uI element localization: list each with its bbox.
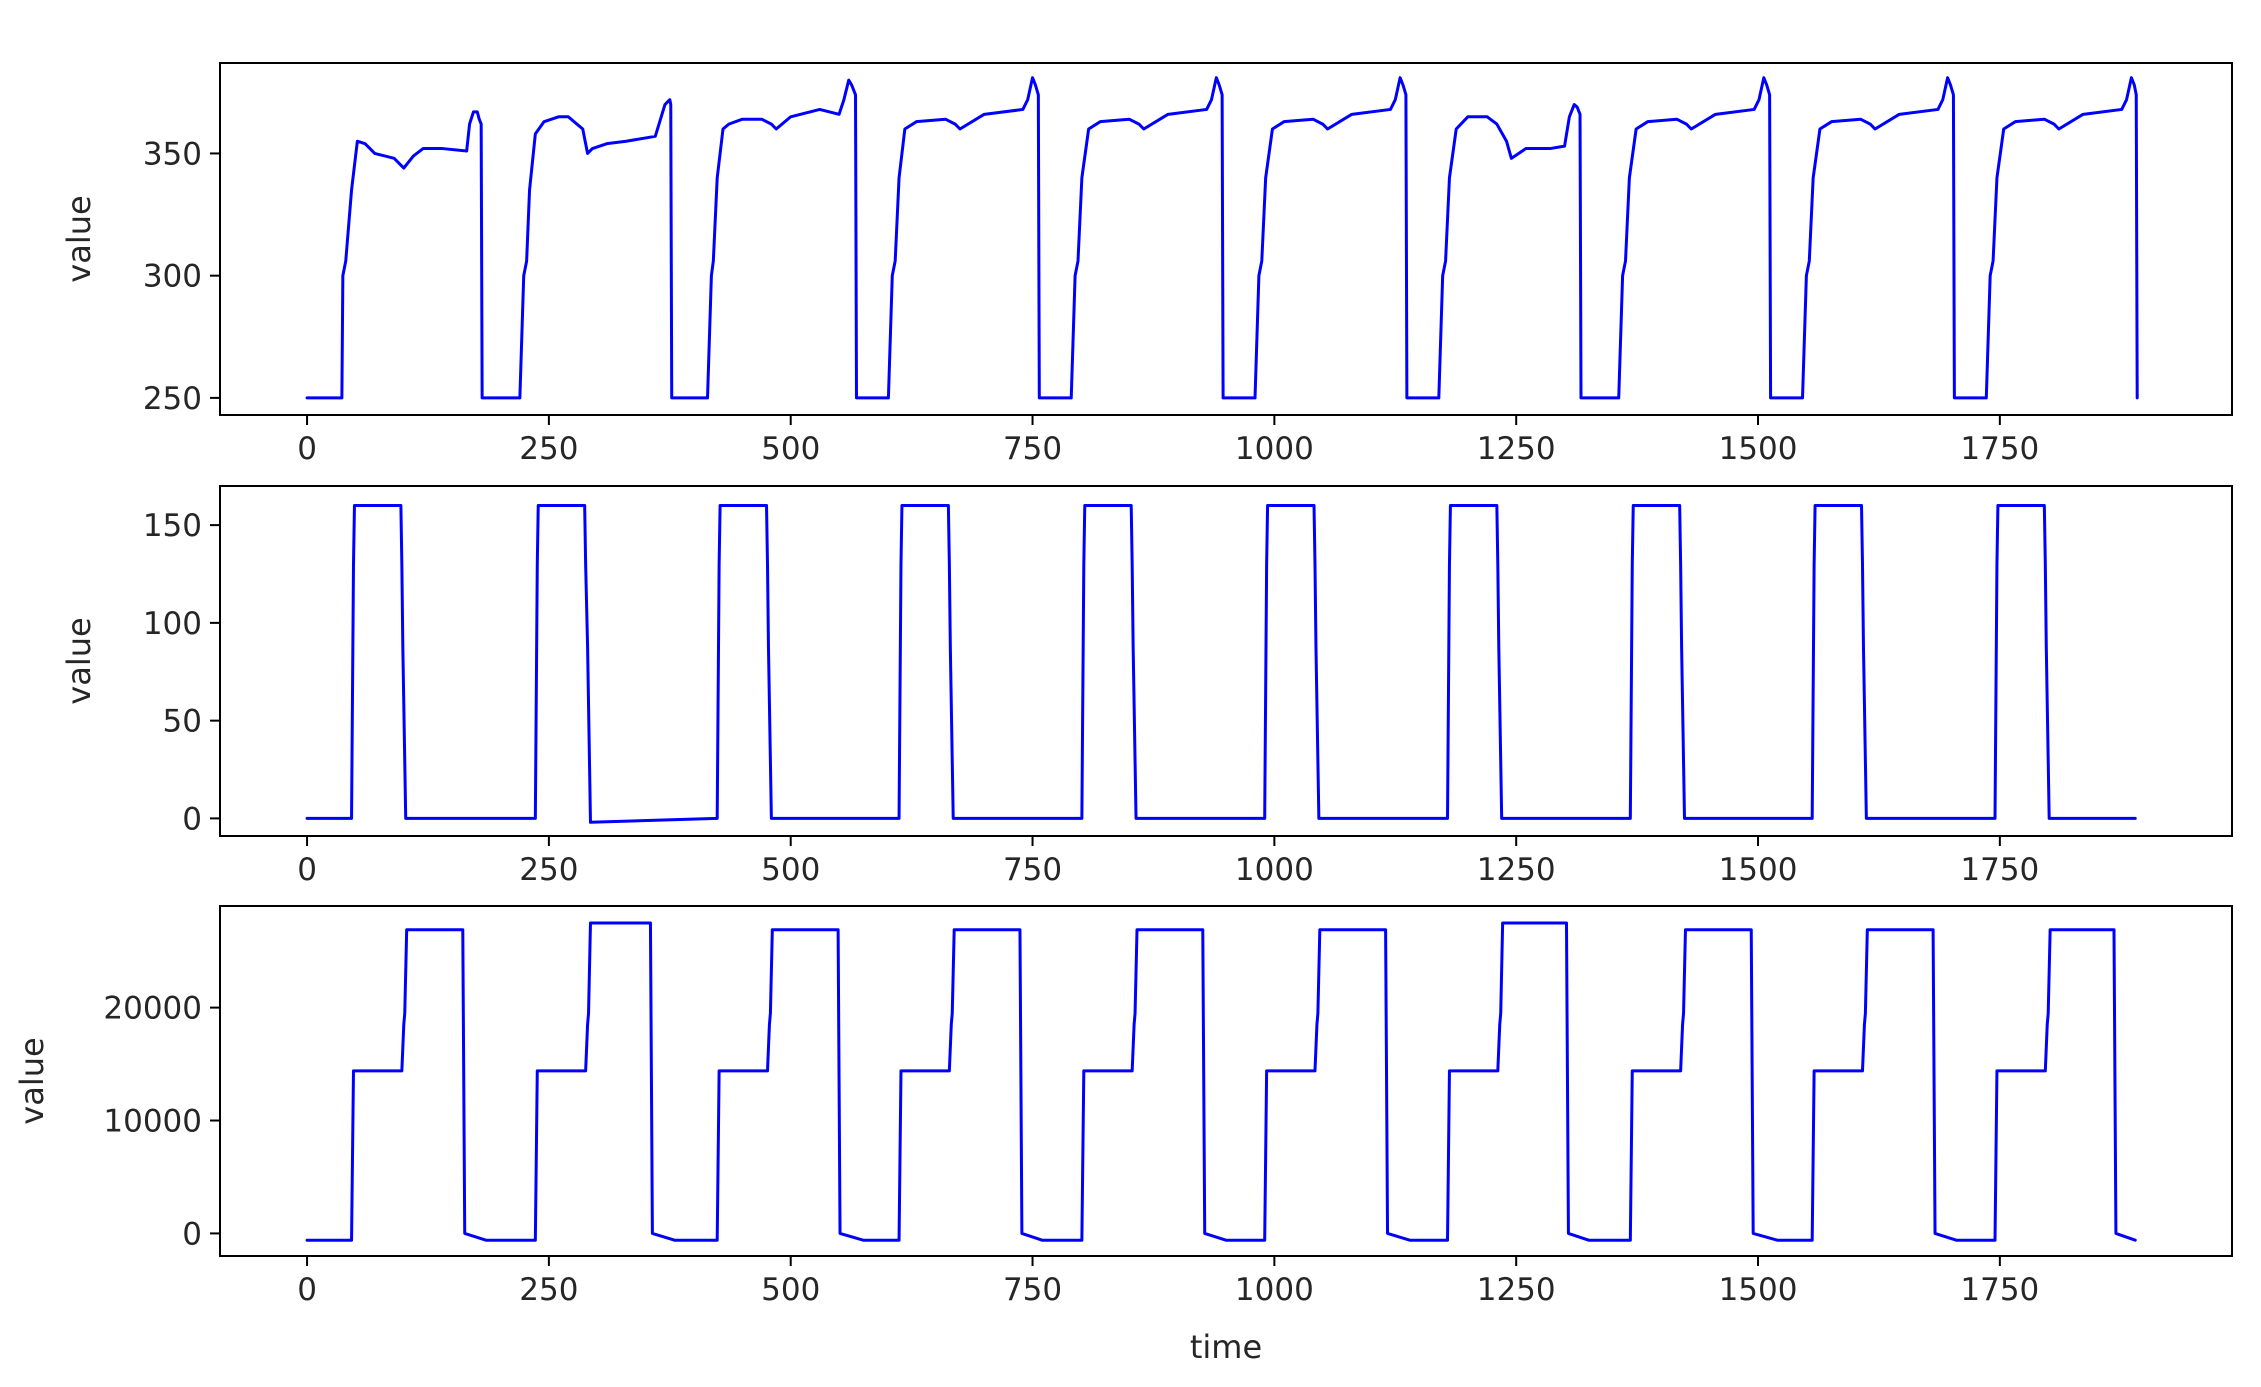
x-tick-label-3-1000: 1000 [1235,1272,1314,1308]
subplot-2: 0 250 500 750 1000 1250 1500 1750 0 50 100 150 value [60,485,2233,888]
x-tick-label-2-250: 250 [519,852,578,888]
x-tick-label-3-500: 500 [761,1272,820,1308]
y-tick-label-3-0: 0 [182,1216,202,1252]
x-tick-label-1-750: 750 [1003,431,1062,467]
y-tick-label-2-150: 150 [143,508,202,544]
x-tick-label-2-1750: 1750 [1960,852,2039,888]
x-tick-label-1-1250: 1250 [1477,431,1556,467]
x-axis-label-3: time [1190,1328,1262,1366]
x-tick-label-3-1500: 1500 [1719,1272,1798,1308]
y-tick-label-3-20000: 20000 [103,991,202,1027]
y-axis-label-3: value [13,1037,51,1124]
x-tick-label-1-500: 500 [761,431,820,467]
x-tick-label-2-1250: 1250 [1477,852,1556,888]
x-tick-label-3-1250: 1250 [1477,1272,1556,1308]
x-tick-label-3-750: 750 [1003,1272,1062,1308]
y-tick-label-1-250: 250 [143,381,202,417]
x-tick-label-2-500: 500 [761,852,820,888]
x-tick-label-3-250: 250 [519,1272,578,1308]
y-tick-label-2-100: 100 [143,606,202,642]
series-line-3-1 [305,921,2137,1242]
x-tick-label-1-250: 250 [519,431,578,467]
y-tick-label-3-10000: 10000 [103,1104,202,1140]
y-tick-label-1-350: 350 [143,136,202,172]
x-tick-label-1-1000: 1000 [1235,431,1314,467]
x-tick-label-2-1500: 1500 [1719,852,1798,888]
y-axis-label-2: value [60,617,98,704]
y-tick-label-2-0: 0 [182,801,202,837]
subplot-1: 0 250 500 750 1000 1250 1500 1750 250 300 350 value [60,62,2233,467]
x-tick-label-2-1000: 1000 [1235,852,1314,888]
y-tick-label-2-50: 50 [163,704,202,740]
x-tick-label-2-0: 0 [297,852,317,888]
axes-frame-2 [219,485,2233,837]
series-line-2-1 [305,504,2137,824]
x-tick-label-2-750: 750 [1003,852,1062,888]
x-tick-label-1-1500: 1500 [1719,431,1798,467]
axes-frame-1 [219,62,2233,416]
series-line-1-1 [305,76,2139,400]
x-tick-label-1-1750: 1750 [1960,431,2039,467]
x-tick-label-3-0: 0 [297,1272,317,1308]
subplot-3: 0 250 500 750 1000 1250 1500 1750 0 10000 20000 val… [13,905,2233,1366]
axes-frame-3 [219,905,2233,1257]
x-tick-label-1-0: 0 [297,431,317,467]
x-tick-label-3-1750: 1750 [1960,1272,2039,1308]
y-axis-label-1: value [60,195,98,282]
y-tick-label-1-300: 300 [143,259,202,295]
